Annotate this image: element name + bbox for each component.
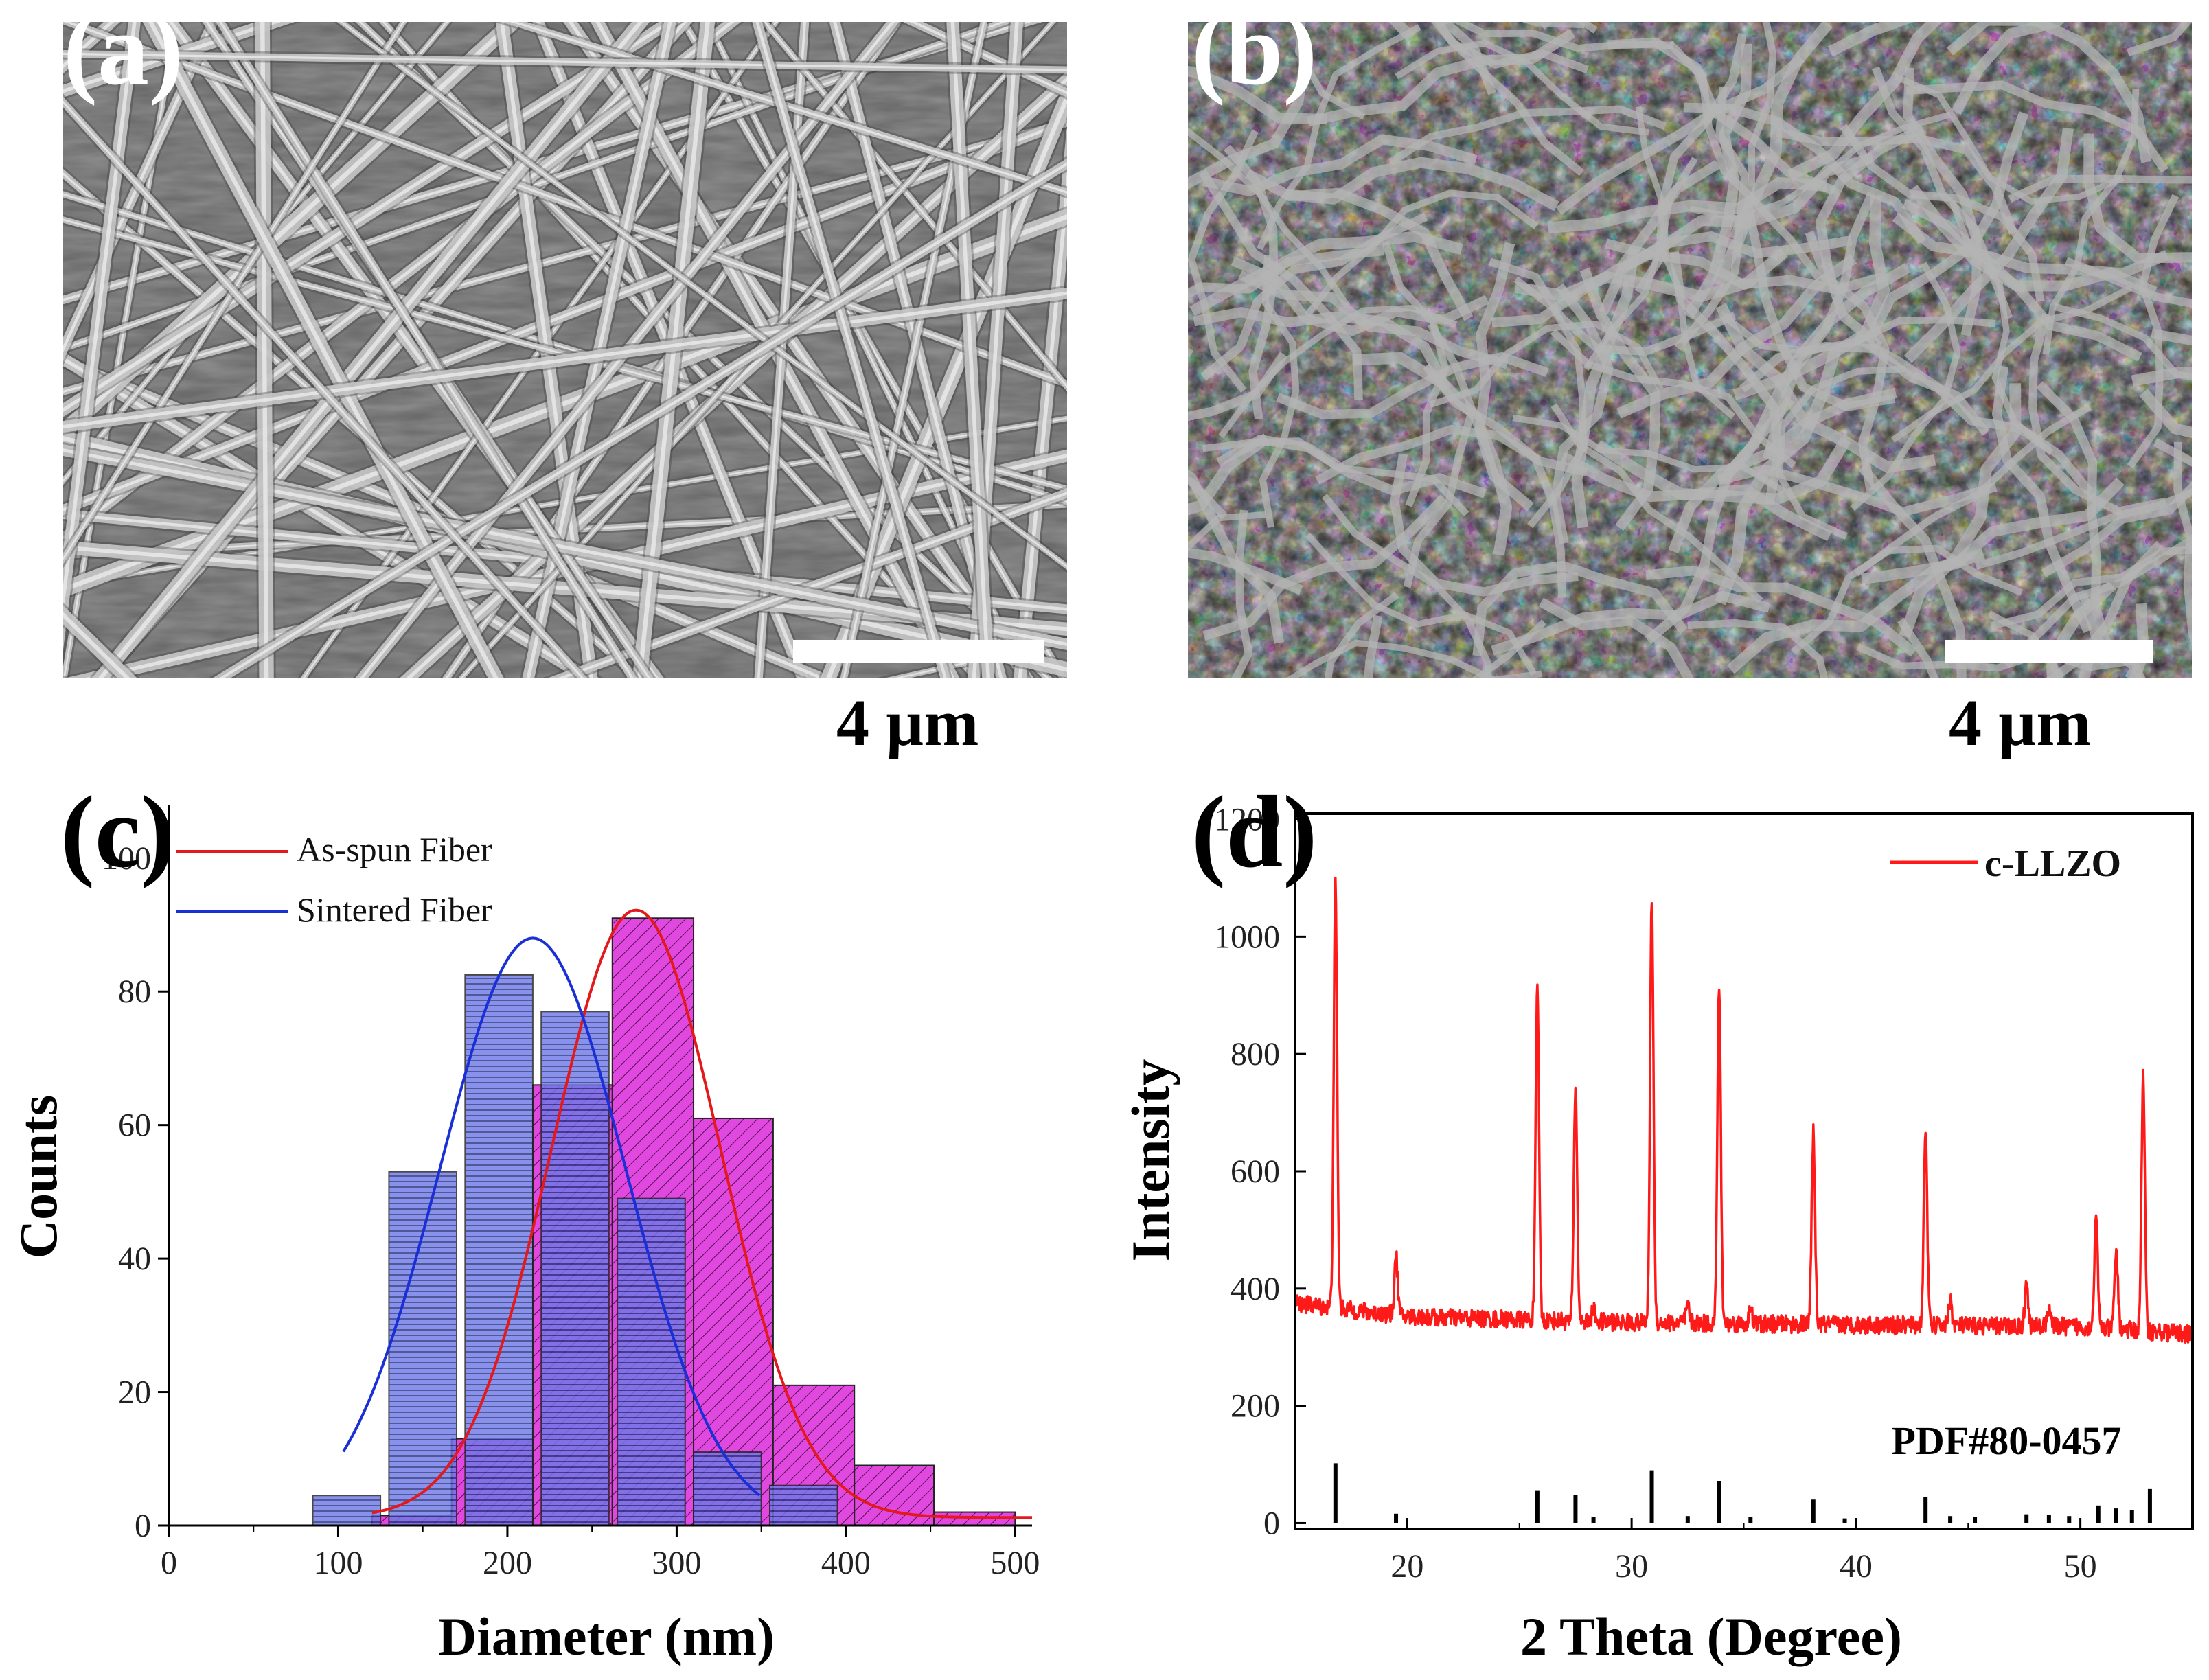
y-tick-label: 40 (118, 1241, 151, 1277)
y-tick-label: 1200 (1214, 802, 1280, 838)
sintered-bar-1 (388, 1171, 457, 1526)
sintered-bar-6 (768, 1484, 838, 1527)
x-tick-label: 40 (1840, 1548, 1873, 1585)
y-tick-label: 0 (135, 1508, 151, 1544)
y-tick-label: 200 (1231, 1388, 1280, 1425)
y-tick-label: 0 (1263, 1505, 1280, 1541)
y-tick-label: 20 (118, 1374, 151, 1411)
x-tick-label: 100 (313, 1545, 363, 1581)
x-tick-label: 20 (1390, 1548, 1423, 1585)
histogram-axes: 0 100 200 300 400 500 0 20 40 60 80 100 (102, 805, 1040, 1581)
sintered-fit-curve (342, 936, 761, 1497)
x-tick-label: 30 (1615, 1548, 1648, 1585)
scale-bar-label-a: 4 µm (836, 686, 978, 759)
y-tick-label: 800 (1231, 1036, 1280, 1072)
x-tick-label: 500 (990, 1545, 1040, 1581)
xrd-data (1294, 876, 2194, 1523)
xrd-chart: 20 30 40 50 0 200 400 600 800 1000 1200 c-LLZO PDF… (1121, 802, 2194, 1666)
panel-label-c: (c) (60, 775, 174, 889)
y-tick-label: 80 (118, 974, 151, 1010)
reference-pattern-label: PDF#80-0457 (1891, 1418, 2121, 1463)
histogram-bars (312, 917, 1016, 1527)
x-tick-label: 300 (652, 1545, 701, 1581)
x-tick-label: 50 (2064, 1548, 2097, 1585)
sintered-bar-5 (693, 1451, 762, 1527)
scale-bar-a (793, 640, 1044, 663)
fiber-texture-b (1188, 22, 2192, 678)
y-tick-label: 1000 (1214, 919, 1280, 955)
xrd-axes: 20 30 40 50 0 200 400 600 800 1000 1200 (1214, 802, 2194, 1585)
panel-a-sem-image (63, 22, 1067, 678)
y-tick-label: 600 (1231, 1153, 1280, 1190)
fiber-texture-a (63, 22, 1067, 678)
sintered-bar-3 (540, 1011, 610, 1526)
scale-bar-b (1945, 640, 2153, 663)
histogram-legend: As-spun Fiber Sintered Fiber (176, 830, 492, 929)
xrd-x-axis-title: 2 Theta (Degree) (1520, 1607, 1902, 1666)
histogram-y-axis-title: Counts (8, 1095, 68, 1258)
xrd-y-axis-title: Intensity (1121, 1059, 1180, 1262)
panel-label-d: (d) (1191, 775, 1317, 889)
x-tick-label: 400 (821, 1545, 871, 1581)
y-tick-label: 60 (118, 1107, 151, 1144)
x-tick-label: 0 (161, 1545, 177, 1581)
c-llzo-pattern-line (1294, 876, 2194, 1344)
as-spun-fit-curve (371, 908, 1032, 1519)
histogram-chart: 0 100 200 300 400 500 0 20 40 60 80 100 As-spun Fib… (8, 805, 1040, 1666)
scale-bar-label-b: 4 µm (1949, 686, 2091, 759)
histogram-x-axis-title: Diameter (nm) (438, 1607, 775, 1666)
legend-label: c-LLZO (1984, 842, 2121, 885)
sintered-bar-4 (617, 1197, 686, 1526)
sintered-bar-0 (312, 1495, 382, 1526)
sintered-bar-2 (464, 974, 534, 1526)
y-tick-label: 400 (1231, 1271, 1280, 1307)
x-tick-label: 200 (483, 1545, 532, 1581)
y-tick-label: 100 (102, 840, 151, 877)
panel-b-sem-image (1188, 22, 2192, 678)
panel-label-a: (a) (63, 0, 183, 106)
legend-label-1: Sintered Fiber (297, 890, 492, 929)
xrd-legend: c-LLZO (1890, 842, 2121, 885)
panel-label-b: (b) (1191, 0, 1317, 106)
legend-label-0: As-spun Fiber (297, 830, 492, 868)
fit-curves (342, 908, 1032, 1519)
